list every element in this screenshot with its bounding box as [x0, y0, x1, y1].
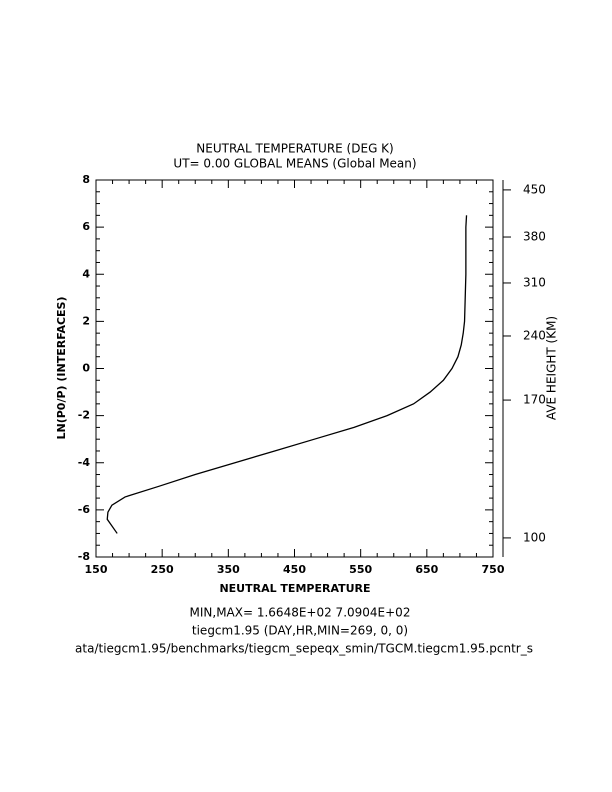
y-tick-label: 2 [82, 314, 90, 327]
footer-line: ata/tiegcm1.95/benchmarks/tiegcm_sepeqx_… [75, 642, 533, 656]
x-axis-label: NEUTRAL TEMPERATURE [219, 582, 370, 595]
y2-tick-label: 170 [523, 393, 546, 407]
y-tick-label: 8 [82, 173, 90, 186]
footer-line: tiegcm1.95 (DAY,HR,MIN=269, 0, 0) [192, 624, 408, 638]
y-axis-label: LN(P0/P) (INTERFACES) [55, 296, 68, 439]
y-tick-label: -6 [78, 503, 91, 516]
y-tick-label: 0 [82, 362, 90, 375]
chart-subtitle: UT= 0.00 GLOBAL MEANS (Global Mean) [173, 157, 416, 171]
data-line [106, 215, 468, 534]
x-tick-label: 550 [349, 563, 372, 576]
y2-tick-label: 380 [523, 230, 546, 244]
y-tick-label: -2 [78, 409, 90, 422]
y-tick-label: -8 [78, 550, 90, 563]
y2-tick-label: 100 [523, 530, 546, 544]
x-tick-label: 350 [217, 563, 240, 576]
x-tick-label: 150 [85, 563, 108, 576]
x-tick-label: 250 [151, 563, 174, 576]
y-tick-label: -4 [78, 456, 91, 469]
y-tick-label: 4 [82, 267, 90, 280]
y-tick-label: 6 [82, 220, 90, 233]
y2-tick-label: 310 [523, 275, 546, 289]
y2-axis-label: AVE HEIGHT (KM) [545, 316, 559, 420]
footer-line: MIN,MAX= 1.6648E+02 7.0904E+02 [190, 606, 411, 620]
y2-tick-label: 450 [523, 182, 546, 196]
x-tick-label: 450 [283, 563, 306, 576]
x-tick-label: 650 [415, 563, 438, 576]
chart-title: NEUTRAL TEMPERATURE (DEG K) [196, 142, 393, 156]
x-tick-label: 750 [482, 563, 505, 576]
y2-tick-label: 240 [523, 328, 546, 342]
